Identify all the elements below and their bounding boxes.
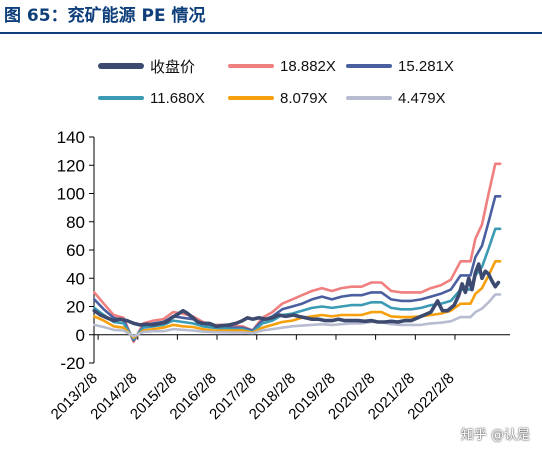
y-tick-label: 80 <box>66 213 85 232</box>
y-tick-label: 40 <box>66 269 85 288</box>
legend-label-18x: 18.882X <box>280 57 336 75</box>
legend-label-close-price: 收盘价 <box>150 58 196 76</box>
legend-item-4x: 4.479X <box>346 86 446 110</box>
legend-item-18x: 18.882X <box>228 54 336 78</box>
legend-swatch-18x <box>228 64 274 68</box>
legend-swatch-11x <box>98 96 144 100</box>
chart-legend: 收盘价 18.882X 15.281X 11.680X 8.079X 4.479… <box>0 52 542 112</box>
legend-swatch-8x <box>228 96 274 100</box>
chart-axes: -200204060801001201402013/2/82014/2/8201… <box>48 128 510 423</box>
legend-swatch-4x <box>346 96 392 100</box>
y-tick-label: 0 <box>76 326 85 345</box>
chart-plot-area <box>92 162 502 344</box>
y-tick-label: 60 <box>66 241 85 260</box>
legend-item-8x: 8.079X <box>228 86 328 110</box>
series-line-1 <box>93 162 502 344</box>
legend-swatch-15x <box>346 64 392 68</box>
series-line-0 <box>92 262 501 329</box>
series-line-5 <box>93 293 502 338</box>
legend-item-15x: 15.281X <box>346 54 454 78</box>
figure-title: 图 65：兖矿能源 PE 情况 <box>4 6 206 26</box>
y-tick-label: 120 <box>57 156 85 175</box>
y-tick-label: 100 <box>57 185 85 204</box>
legend-label-4x: 4.479X <box>398 89 446 107</box>
legend-item-11x: 11.680X <box>98 86 205 110</box>
legend-swatch-close-price <box>98 63 144 69</box>
y-tick-label: -20 <box>60 354 85 373</box>
legend-label-11x: 11.680X <box>150 89 205 107</box>
legend-label-8x: 8.079X <box>280 89 328 107</box>
title-underline <box>0 32 542 34</box>
y-tick-label: 20 <box>66 298 85 317</box>
y-tick-label: 140 <box>57 128 85 147</box>
legend-item-close-price: 收盘价 <box>98 54 195 78</box>
watermark-text: 知乎 @认是 <box>460 428 530 443</box>
legend-label-15x: 15.281X <box>398 57 454 75</box>
